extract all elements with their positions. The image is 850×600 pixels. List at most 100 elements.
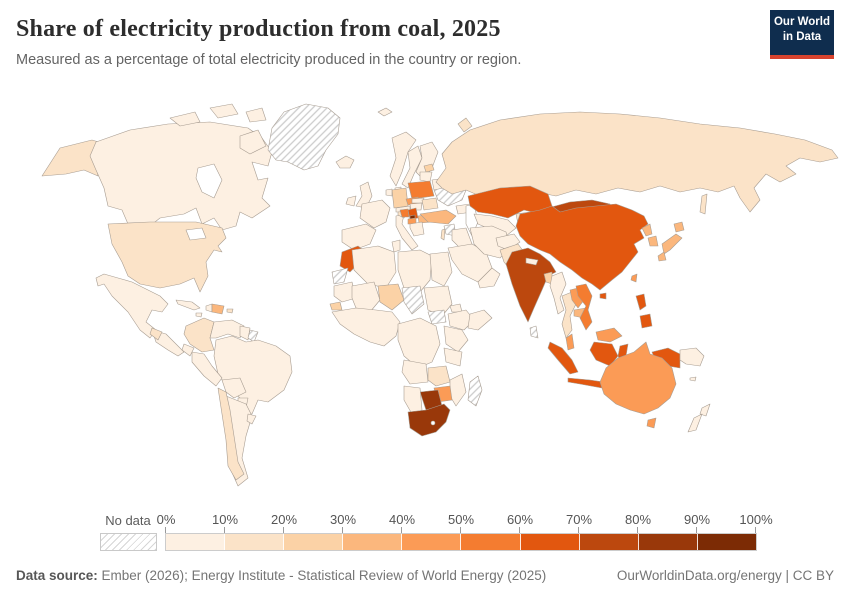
- country-guyana-suriname[interactable]: [239, 325, 251, 341]
- country-south-africa[interactable]: [407, 403, 451, 437]
- country-niger[interactable]: [377, 283, 405, 311]
- country-svalbard[interactable]: [377, 107, 393, 117]
- country-zambia[interactable]: [427, 365, 451, 387]
- country-egypt[interactable]: [429, 251, 453, 287]
- country-yemen-oman[interactable]: [477, 267, 501, 289]
- legend-bin-6[interactable]: [520, 534, 580, 550]
- country-namibia[interactable]: [403, 385, 423, 415]
- country-spain-portugal[interactable]: [341, 223, 377, 251]
- country-netherlands[interactable]: [385, 188, 393, 197]
- country-cuba[interactable]: [175, 299, 201, 311]
- country-philippines-luzon[interactable]: [635, 293, 647, 311]
- country-poland[interactable]: [407, 180, 435, 200]
- country-uzbekistan-turkmenistan[interactable]: [473, 213, 517, 237]
- legend-bin-4[interactable]: [402, 534, 462, 550]
- country-germany[interactable]: [391, 187, 409, 209]
- country-madagascar[interactable]: [467, 375, 483, 407]
- country-puerto-rico[interactable]: [226, 308, 234, 314]
- country-myanmar[interactable]: [549, 271, 567, 315]
- country-papua-new-guinea[interactable]: [679, 347, 705, 367]
- country-iceland[interactable]: [335, 155, 355, 169]
- country-uruguay[interactable]: [246, 413, 257, 425]
- legend-bin-5[interactable]: [461, 534, 521, 550]
- country-france[interactable]: [359, 199, 391, 229]
- country-colombia[interactable]: [183, 317, 215, 353]
- legend-bin-7[interactable]: [579, 534, 639, 550]
- country-turkey[interactable]: [419, 209, 457, 225]
- country-venezuela[interactable]: [209, 319, 245, 339]
- country-canada-arctic-3[interactable]: [245, 107, 267, 123]
- country-canada-arctic-1[interactable]: [169, 111, 201, 127]
- country-north-korea[interactable]: [641, 223, 653, 237]
- country-japan-kyushu[interactable]: [657, 251, 667, 262]
- country-tasmania[interactable]: [646, 417, 657, 429]
- country-dominican-republic[interactable]: [211, 303, 225, 315]
- country-indonesia-sumatra[interactable]: [547, 341, 579, 375]
- country-sri-lanka[interactable]: [529, 325, 539, 339]
- country-ireland[interactable]: [345, 195, 357, 207]
- country-chad[interactable]: [401, 285, 425, 315]
- country-bolivia[interactable]: [221, 377, 247, 399]
- country-greenland[interactable]: [267, 103, 341, 171]
- country-uganda-kenya[interactable]: [443, 325, 469, 353]
- country-mali[interactable]: [351, 281, 381, 313]
- owid-logo[interactable]: Our World in Data: [770, 10, 834, 59]
- country-bosnia[interactable]: [399, 208, 410, 218]
- legend-bin-9[interactable]: [697, 534, 756, 550]
- country-hungary[interactable]: [409, 202, 423, 211]
- country-tunisia[interactable]: [391, 239, 401, 253]
- country-usa[interactable]: [107, 221, 227, 293]
- country-central-africa[interactable]: [397, 317, 441, 369]
- country-sudan[interactable]: [423, 285, 453, 317]
- country-somalia[interactable]: [467, 309, 493, 331]
- country-western-sahara[interactable]: [331, 267, 349, 285]
- country-taiwan[interactable]: [630, 273, 638, 283]
- country-algeria[interactable]: [351, 245, 397, 289]
- country-china[interactable]: [515, 203, 649, 291]
- country-vietnam[interactable]: [575, 283, 593, 331]
- country-jamaica[interactable]: [195, 312, 203, 318]
- legend-bin-8[interactable]: [638, 534, 698, 550]
- legend-bin-0[interactable]: [166, 534, 226, 550]
- country-romania[interactable]: [421, 197, 439, 211]
- country-estonia[interactable]: [423, 163, 435, 173]
- country-senegal[interactable]: [329, 301, 343, 311]
- country-eritrea-djibouti[interactable]: [449, 303, 463, 313]
- legend-bin-3[interactable]: [343, 534, 403, 550]
- country-norway[interactable]: [389, 131, 417, 187]
- country-new-caledonia[interactable]: [689, 376, 697, 382]
- country-canada-arctic-2[interactable]: [209, 103, 239, 119]
- country-tanzania[interactable]: [443, 347, 463, 367]
- legend-bin-2[interactable]: [284, 534, 344, 550]
- country-india[interactable]: [505, 247, 557, 323]
- country-guatemala[interactable]: [149, 327, 163, 341]
- country-libya[interactable]: [397, 249, 433, 293]
- country-ecuador[interactable]: [181, 343, 195, 357]
- footer-credit[interactable]: OurWorldinData.org/energy | CC BY: [616, 568, 834, 583]
- country-australia[interactable]: [599, 341, 677, 415]
- country-canada-baffin[interactable]: [239, 129, 267, 155]
- country-indonesia-java[interactable]: [567, 377, 605, 389]
- country-south-korea[interactable]: [647, 235, 659, 247]
- country-malaysia-borneo[interactable]: [595, 327, 623, 343]
- country-south-sudan[interactable]: [427, 309, 447, 325]
- country-haiti[interactable]: [205, 303, 213, 313]
- legend-no-data-swatch[interactable]: [100, 533, 157, 551]
- country-mauritania[interactable]: [333, 281, 357, 303]
- country-malaysia-peninsula[interactable]: [565, 333, 575, 351]
- country-greece[interactable]: [409, 221, 425, 237]
- country-angola[interactable]: [401, 359, 429, 385]
- country-japan-honshu[interactable]: [661, 233, 683, 255]
- country-japan-hokkaido[interactable]: [673, 221, 685, 233]
- country-russia-novaya-zemlya[interactable]: [457, 117, 473, 133]
- country-sweden[interactable]: [401, 145, 423, 189]
- country-mozambique[interactable]: [449, 373, 467, 407]
- country-israel[interactable]: [440, 228, 446, 241]
- country-nepal[interactable]: [525, 257, 539, 266]
- country-chile[interactable]: [217, 387, 245, 481]
- country-russia-sakhalin[interactable]: [699, 193, 708, 215]
- country-peru[interactable]: [191, 351, 223, 387]
- country-new-zealand-south[interactable]: [687, 413, 703, 433]
- country-latvia-lithuania[interactable]: [419, 171, 433, 183]
- country-west-africa[interactable]: [331, 307, 401, 347]
